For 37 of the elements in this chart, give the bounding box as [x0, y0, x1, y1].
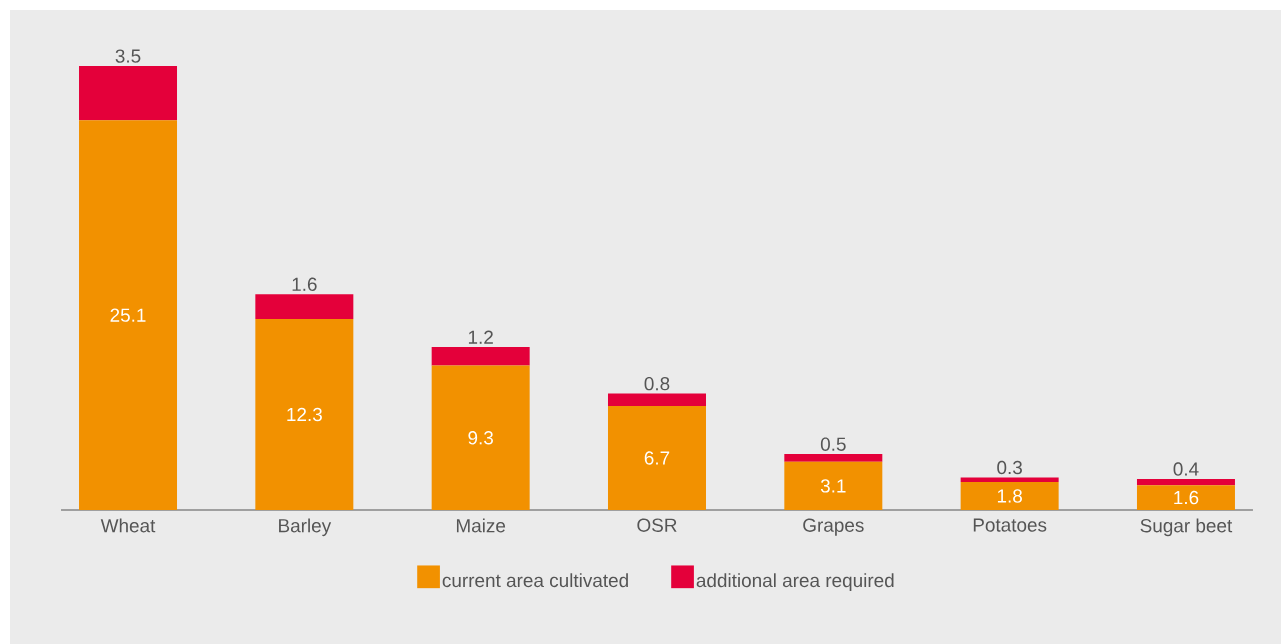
bar [431, 346, 530, 366]
bar [255, 319, 354, 510]
data-label: 1.2 [468, 330, 493, 344]
data-label: 3.5 [115, 49, 141, 63]
bar [1136, 485, 1235, 510]
data-label: 0.5 [820, 437, 846, 451]
x-tick-label: Barley [279, 518, 332, 537]
bar [960, 482, 1059, 510]
legend-label: current area cultivated [442, 573, 628, 588]
bar [607, 405, 706, 510]
x-tick-label: Maize [456, 518, 506, 533]
bar [1136, 478, 1235, 486]
data-label: 1.6 [292, 277, 317, 291]
data-label: 25.1 [110, 308, 146, 322]
x-tick-label: Potatoes [973, 518, 1047, 532]
data-label: 12.3 [287, 407, 322, 422]
data-label: 3.1 [820, 479, 846, 493]
bar [79, 120, 178, 510]
data-label: 1.6 [1174, 490, 1199, 505]
x-tick-label: Wheat [100, 518, 156, 533]
data-label: 6.7 [644, 451, 670, 465]
data-label: 0.3 [997, 460, 1022, 475]
x-tick-label: Grapes [803, 518, 864, 536]
bar [784, 454, 883, 462]
x-tick-label: Sugar beet [1140, 518, 1233, 537]
bar [784, 461, 883, 510]
data-label: 0.4 [1173, 462, 1199, 476]
bar [960, 477, 1059, 483]
data-label: 9.3 [468, 431, 493, 445]
bar [431, 365, 530, 510]
bar [79, 65, 178, 121]
bar [607, 393, 706, 406]
data-label: 0.8 [644, 376, 670, 391]
x-tick-label: OSR [637, 518, 677, 532]
legend-label: additional area required [696, 573, 894, 591]
data-label: 1.8 [997, 489, 1022, 503]
bar [255, 294, 354, 320]
